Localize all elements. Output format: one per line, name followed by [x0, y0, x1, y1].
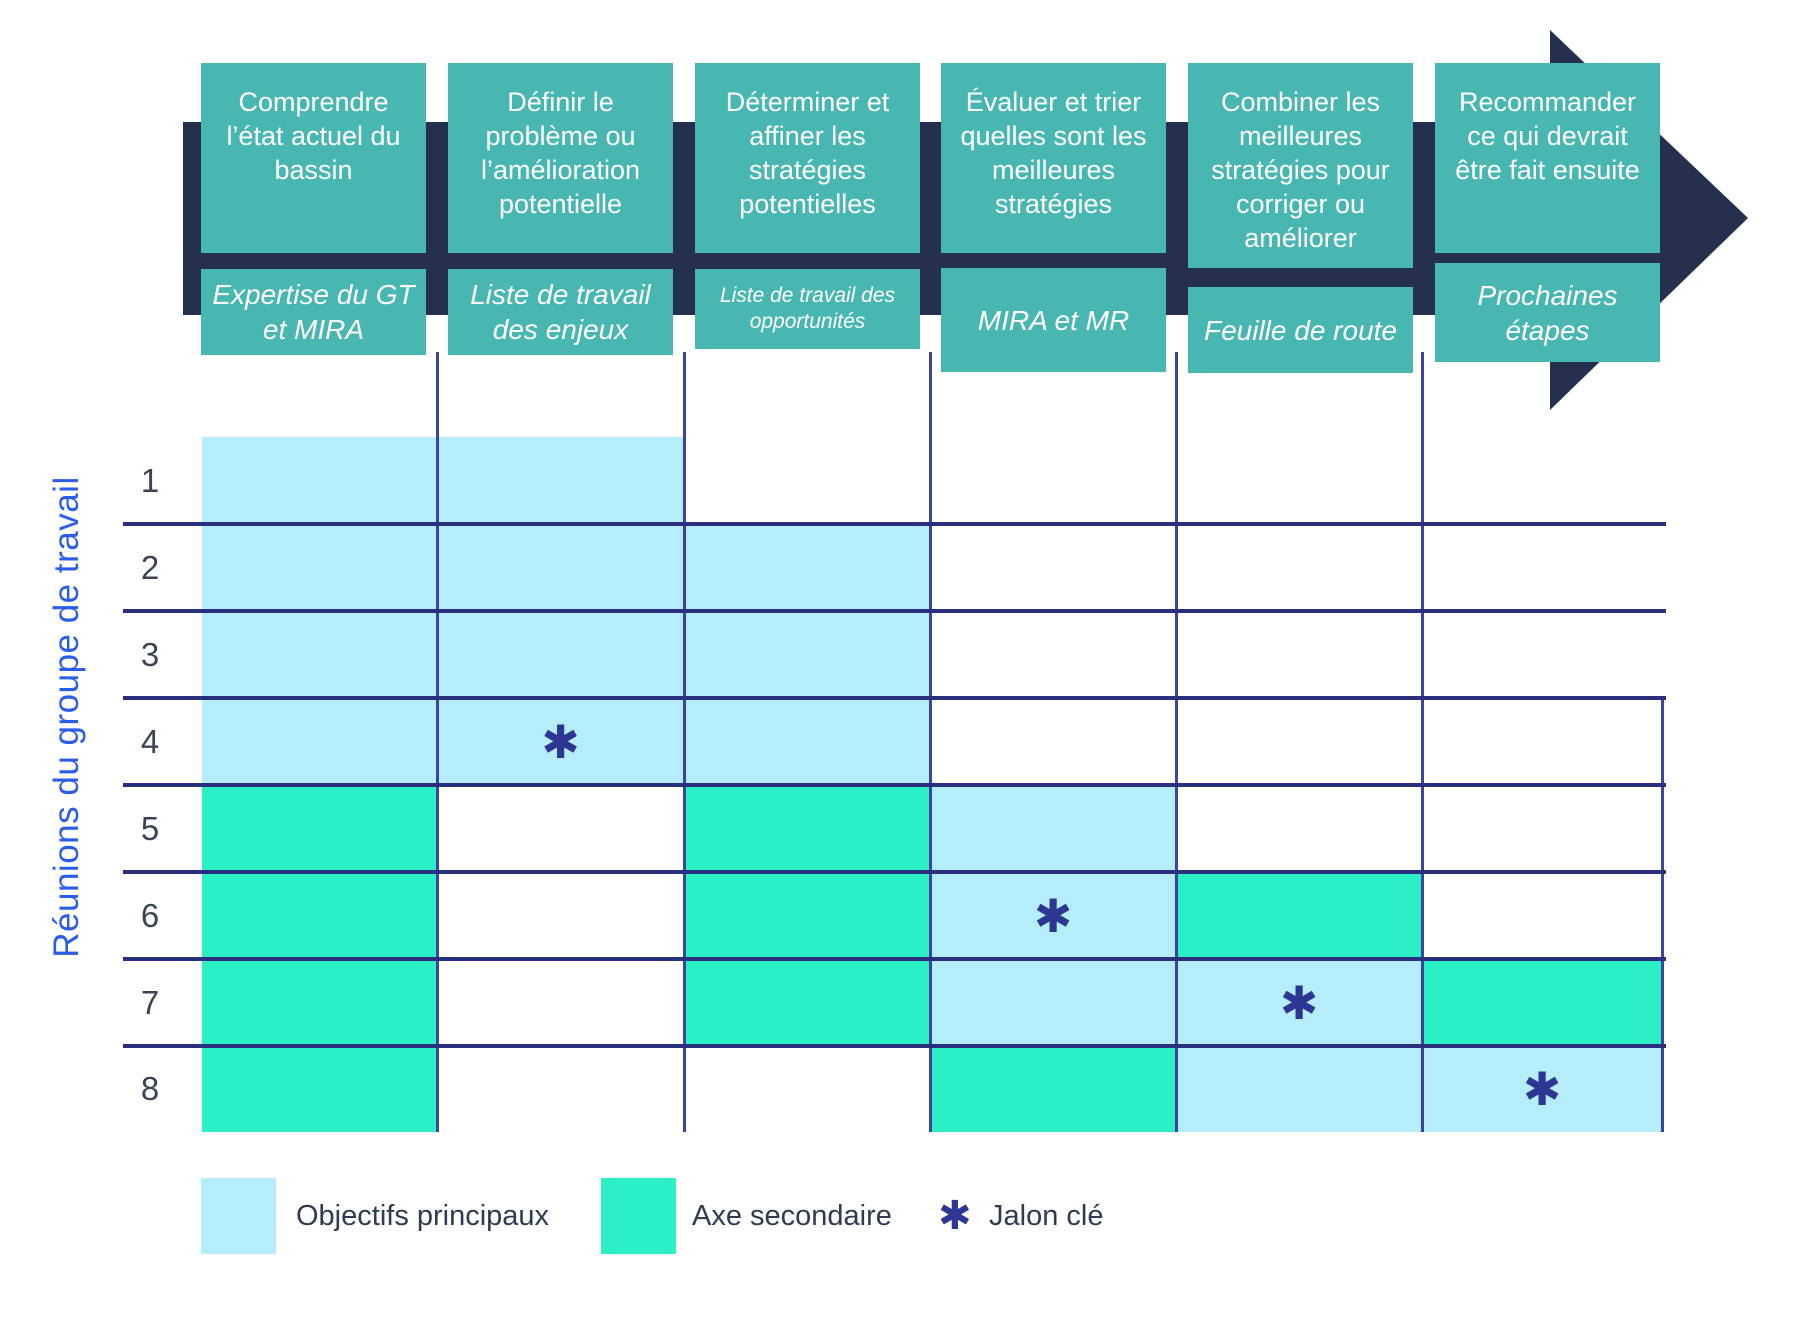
grid-cell-row6-col5-secondary	[1176, 872, 1422, 959]
legend-label-milestone: Jalon clé	[989, 1199, 1104, 1232]
h-gridline-3	[123, 696, 1666, 700]
y-axis-label: Réunions du groupe de travail	[47, 476, 86, 958]
grid-cell-row4-col1-primary	[202, 698, 437, 785]
phase-title-box-5: Combiner les meilleures stratégies pour …	[1188, 63, 1413, 268]
phase-subtitle-box-4: MIRA et MR	[941, 268, 1166, 372]
row-label-6: 6	[140, 896, 160, 934]
row-label-2: 2	[140, 548, 160, 586]
phase-title-box-1: Comprendre l’état actuel du bassin	[201, 63, 426, 253]
grid-cell-row7-col6-secondary	[1422, 959, 1662, 1046]
grid-cell-row5-col1-secondary	[202, 785, 437, 872]
grid-cell-row8-col1-secondary	[202, 1046, 437, 1132]
h-gridline-2	[123, 609, 1666, 613]
phase-subtitle-box-1: Expertise du GT et MIRA	[201, 269, 426, 355]
v-gridline-2	[683, 352, 686, 1132]
row-label-3: 3	[140, 635, 160, 673]
grid-cell-row3-col2-primary	[437, 611, 684, 698]
grid-cell-row5-col4-primary	[930, 785, 1176, 872]
grid-cell-row3-col1-primary	[202, 611, 437, 698]
grid-cell-row1-col2-primary	[437, 437, 684, 524]
grid-cell-row8-col6-primary	[1422, 1046, 1662, 1132]
milestone-icon-row6: ✱	[1033, 888, 1073, 943]
h-gridline-6	[123, 957, 1666, 961]
grid-cell-row6-col3-secondary	[684, 872, 930, 959]
milestone-icon-row8: ✱	[1522, 1062, 1562, 1116]
v-gridline-4	[1175, 352, 1178, 1132]
legend-label-secondary: Axe secondaire	[692, 1199, 892, 1232]
h-gridline-4	[123, 783, 1666, 787]
grid-cell-row8-col4-secondary	[930, 1046, 1176, 1132]
grid-cell-row1-col1-primary	[202, 437, 437, 524]
phase-title-box-3: Déterminer et affiner les stratégies pot…	[695, 63, 920, 253]
grid-cell-row3-col3-primary	[684, 611, 930, 698]
phase-subtitle-box-2: Liste de travail des enjeux	[448, 269, 673, 355]
v-gridline-3	[929, 352, 932, 1132]
grid-cell-row7-col5-primary	[1176, 959, 1422, 1046]
grid-cell-row2-col2-primary	[437, 524, 684, 611]
grid-cell-row4-col3-primary	[684, 698, 930, 785]
phase-subtitle-box-5: Feuille de route	[1188, 287, 1413, 373]
grid-cell-row5-col3-secondary	[684, 785, 930, 872]
grid-cell-row8-col5-primary	[1176, 1046, 1422, 1132]
phase-subtitle-box-3: Liste de travail des opportunités	[695, 269, 920, 349]
grid-cell-row4-col2-primary	[437, 698, 684, 785]
milestone-icon-row7: ✱	[1279, 975, 1319, 1030]
legend-label-primary: Objectifs principaux	[296, 1199, 550, 1232]
h-gridline-5	[123, 870, 1666, 874]
grid-cell-row2-col3-primary	[684, 524, 930, 611]
row-label-4: 4	[140, 722, 160, 760]
row-label-7: 7	[140, 983, 160, 1021]
grid-cell-row7-col1-secondary	[202, 959, 437, 1046]
phase-title-box-4: Évaluer et trier quelles sont les meille…	[941, 63, 1166, 253]
row-label-5: 5	[140, 809, 160, 847]
milestone-legend-icon: ✱	[938, 1193, 972, 1239]
grid-cell-row6-col4-primary	[930, 872, 1176, 959]
legend-swatch-primary	[201, 1178, 276, 1254]
phase-subtitle-box-6: Prochaines étapes	[1435, 263, 1660, 362]
grid-cell-row2-col1-primary	[202, 524, 437, 611]
row-label-1: 1	[140, 461, 160, 499]
v-gridline-5	[1421, 352, 1424, 1132]
phase-title-box-2: Définir le problème ou l’amélioration po…	[448, 63, 673, 253]
v-gridline-right-edge	[1661, 698, 1664, 1132]
row-label-8: 8	[140, 1070, 160, 1107]
legend-swatch-secondary	[601, 1178, 676, 1254]
phase-title-box-6: Recommander ce qui devrait être fait ens…	[1435, 63, 1660, 253]
v-gridline-1	[436, 352, 439, 1132]
milestone-icon-row4: ✱	[541, 714, 580, 769]
h-gridline-7	[123, 1044, 1666, 1048]
grid-cell-row6-col1-secondary	[202, 872, 437, 959]
grid-cell-row7-col4-primary	[930, 959, 1176, 1046]
h-gridline-1	[123, 522, 1666, 526]
grid-cell-row7-col3-secondary	[684, 959, 930, 1046]
